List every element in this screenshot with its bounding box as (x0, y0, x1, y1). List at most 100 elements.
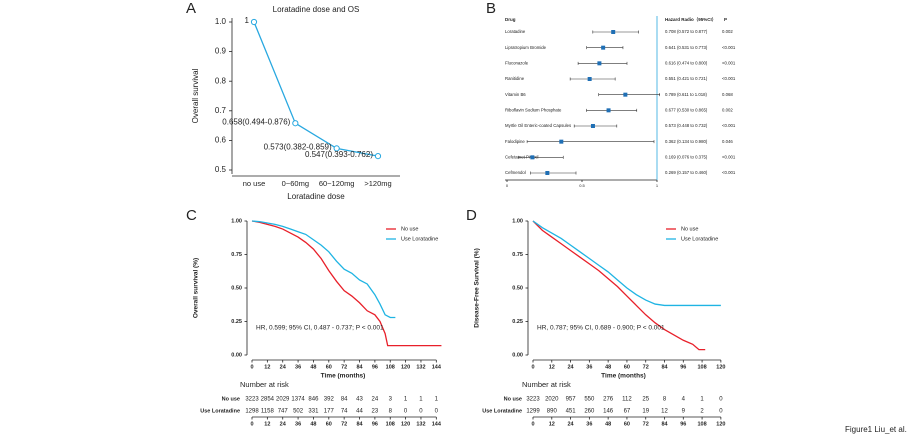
x-tick-label: 120 (401, 364, 410, 370)
x-tick-label: 36 (586, 364, 592, 370)
risk-title: Number at risk (240, 380, 289, 389)
risk-tick-label: 48 (605, 421, 611, 427)
risk-tick-label: 84 (356, 421, 363, 427)
risk-tick-label: 72 (341, 421, 347, 427)
p-label: 0.002 (722, 107, 733, 112)
x-tick-label: 72 (643, 364, 649, 370)
x-tick-label: >120mg (364, 179, 391, 188)
x-tick-label: 84 (356, 364, 363, 370)
hr-point (559, 139, 564, 144)
risk-tick-label: 144 (432, 421, 442, 427)
x-tick-label: 12 (264, 364, 270, 370)
risk-tick-label: 24 (280, 421, 287, 427)
risk-value: 44 (356, 409, 363, 415)
value-label: 1 (245, 16, 250, 25)
hr-label: 0.362 (0.134 to 0.980) (665, 139, 708, 144)
y-tick-label: 0.5 (215, 165, 227, 174)
risk-tick-label: 72 (643, 421, 649, 427)
y-tick-label: 0.00 (231, 352, 242, 358)
hr-label: 0.169 (0.076 to 0.375) (665, 154, 708, 159)
risk-value: 19 (642, 409, 649, 415)
drug-name: Ranitidine (505, 76, 525, 81)
risk-value: 3223 (245, 397, 259, 403)
x-axis-label: Time (months) (321, 373, 366, 380)
survival-curve (532, 220, 706, 351)
drug-name: Falodipine (505, 139, 525, 144)
hr-point (597, 61, 602, 66)
x-tick-label: 60 (624, 364, 630, 370)
hr-point (606, 108, 611, 113)
risk-tick-label: 60 (326, 421, 332, 427)
x-tick-label: 108 (386, 364, 395, 370)
hr-label: 0.677 (0.530 to 0.865) (665, 107, 708, 112)
hr-label: 0.573 (0.448 to 0.732) (665, 123, 708, 128)
x-tick-label: 60~120mg (319, 179, 355, 188)
hr-label: 0.708 (0.572 to 0.877) (665, 29, 708, 34)
column-header: P (724, 17, 727, 22)
x-tick-label: 36 (295, 364, 301, 370)
x-axis-label: Time (months) (601, 373, 646, 380)
y-axis-label: Overall survival (191, 68, 200, 123)
risk-value: 84 (341, 397, 348, 403)
risk-value: 957 (566, 397, 577, 403)
risk-value: 23 (372, 409, 379, 415)
value-label: 0.547(0.393-0.762) (305, 150, 373, 159)
risk-value: 846 (308, 397, 319, 403)
y-tick-label: 1.0 (215, 17, 227, 26)
x-tick-label: 0 (531, 364, 534, 370)
p-label: <0.001 (722, 154, 736, 159)
y-tick-label: 1.00 (512, 218, 523, 224)
x-axis-label: Loratadine dose (287, 192, 345, 201)
risk-value: 12 (661, 409, 668, 415)
risk-value: 0 (719, 409, 723, 415)
risk-value: 67 (624, 409, 631, 415)
survival-curve (251, 220, 396, 319)
x-tick-label: 24 (280, 364, 287, 370)
risk-value: 451 (566, 409, 577, 415)
risk-value: 260 (584, 409, 595, 415)
hr-point (587, 77, 592, 81)
annotation: HR, 0.787; 95% CI, 0.689 - 0.900; P < 0.… (537, 325, 665, 332)
x-tick-label: 48 (310, 364, 316, 370)
drug-name: Riboflavin Sodium Phosphate (505, 107, 562, 112)
x-tick-label: 84 (661, 364, 668, 370)
x-tick-label: 132 (416, 364, 425, 370)
panel-label: C (186, 207, 197, 224)
risk-tick-label: 12 (549, 421, 555, 427)
x-tick-label: 60 (326, 364, 332, 370)
risk-value: 4 (682, 397, 686, 403)
survival-curve (532, 220, 721, 307)
legend-label: Use Loratadine (681, 236, 718, 242)
risk-tick-label: 120 (716, 421, 725, 427)
hr-label: 0.551 (0.421 to 0.721) (665, 76, 708, 81)
value-label: 0.658(0.494-0.876) (222, 117, 290, 126)
y-axis-label: Disease-Free Survival (%) (474, 248, 481, 327)
risk-value: 1 (404, 397, 408, 403)
hr-point (545, 171, 550, 175)
legend-label: Use Loratadine (401, 236, 438, 242)
risk-value: 276 (603, 397, 614, 403)
x-tick-label: 120 (716, 364, 725, 370)
y-tick-label: 0.25 (512, 319, 523, 325)
risk-tick-label: 60 (624, 421, 630, 427)
drug-name: Myrtle Oil Enteric-coated Capsules (505, 123, 571, 128)
risk-value: 3 (389, 397, 393, 403)
hr-label: 0.789 (0.611 to 1.018) (665, 92, 708, 97)
y-tick-label: 0.8 (215, 76, 227, 85)
x-tick-label: 72 (341, 364, 347, 370)
risk-value: 177 (324, 409, 335, 415)
p-label: <0.001 (722, 60, 736, 65)
x-tick-label: 108 (697, 364, 706, 370)
x-tick-label: 96 (680, 364, 686, 370)
risk-value: 1158 (261, 409, 275, 415)
risk-tick-label: 36 (586, 421, 592, 427)
annotation: HR, 0.599; 95% CI, 0.487 - 0.737; P < 0.… (256, 325, 384, 332)
risk-tick-label: 36 (295, 421, 301, 427)
hr-point (601, 45, 606, 50)
hr-point (590, 124, 595, 128)
risk-value: 0 (719, 397, 723, 403)
risk-value: 1298 (245, 409, 259, 415)
risk-value: 3223 (526, 397, 540, 403)
risk-value: 8 (663, 397, 667, 403)
hr-label: 0.616 (0.474 to 0.800) (665, 60, 708, 65)
